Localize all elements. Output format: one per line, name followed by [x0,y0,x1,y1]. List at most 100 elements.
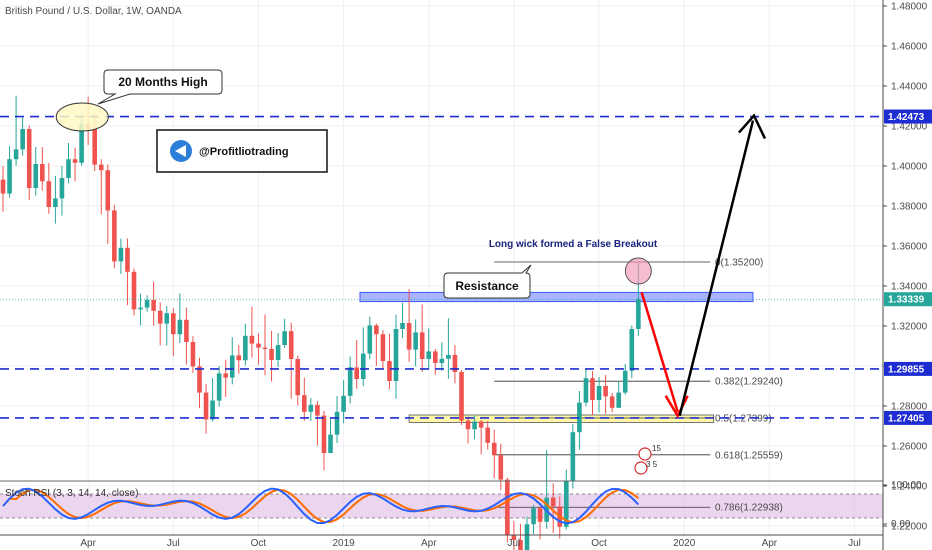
candle-body [46,181,52,207]
price-tick-label: 1.26000 [891,442,928,453]
candle [452,345,458,384]
candle-body [354,367,359,379]
zones [359,291,754,423]
candle [216,366,222,407]
candle [590,371,595,416]
candle [59,166,65,216]
time-tick-label: Jul [508,538,521,549]
candle-body [151,299,156,311]
candle [144,295,150,312]
candle [603,375,608,414]
candle [138,293,143,326]
stoch-tick-label: 0.00 [891,519,911,530]
candle-body [216,373,222,401]
candle-body [157,310,163,324]
candle-body [125,247,130,272]
candle-body [485,427,490,443]
candle [302,377,307,421]
stoch-tick-label: 100.00 [891,480,922,491]
price-axis-background [883,0,932,550]
candle-body [229,355,235,378]
candle-body [282,331,287,345]
candle-body [570,432,576,481]
candle-body [334,411,340,435]
candle-body [426,351,432,359]
candle [262,314,268,376]
candle [387,333,392,390]
down-arrow-line [640,292,679,413]
candle-body [190,342,196,367]
candle-body [197,366,202,393]
event-label: 15 [652,444,661,453]
candle [98,159,104,215]
candle [511,521,517,550]
price-tick-label: 1.32000 [891,322,928,333]
candle-body [393,329,399,381]
candle-body [341,395,346,412]
candle-body [347,367,353,396]
months-high-callout [97,69,223,105]
time-tick-label: Apr [80,538,96,549]
candle-body [223,373,228,378]
level-price-label: 1.27405 [888,413,925,424]
candle-body [92,129,97,165]
candle [177,293,183,343]
candle [269,330,274,382]
resistance-callout [443,264,532,299]
candle [354,340,359,389]
candle [13,95,19,166]
time-tick-label: Oct [591,538,607,549]
candle-body [531,508,536,525]
price-tick-label: 1.42000 [891,122,928,133]
candle [295,355,301,406]
candle-body [433,351,438,363]
annotations: 20 Months High @Profitliotrading Long wick… [55,69,767,475]
candle-body [118,247,124,262]
candle-body [360,353,366,379]
candle-body [295,359,301,396]
candle [419,304,425,372]
candle [433,349,438,375]
chart-title: British Pound / U.S. Dollar, 1W, OANDA [5,6,182,17]
candle-body [622,370,628,393]
candle-body [288,331,294,359]
candle-body [472,421,477,430]
candle-body [66,159,71,178]
stoch-k-line [2,487,640,525]
candle-body [13,149,19,160]
candle [446,318,451,379]
event-flag-icon [638,447,652,461]
candle-body [367,325,373,354]
price-tick-label: 1.28000 [891,402,928,413]
candle [112,204,117,269]
candle-body [380,334,386,361]
level-price-label: 1.29855 [888,364,925,375]
candle [334,396,340,443]
time-tick-label: 2019 [332,538,355,549]
stoch-rsi-lines: Stoch RSI (3, 3, 14, 14, close) [2,487,640,525]
level-price-tag [884,109,932,124]
up-arrow-line [678,120,755,417]
fib-label: 0.618(1.25559) [715,450,783,461]
candle [105,164,111,244]
level-price-label: 1.42473 [888,112,925,123]
candle [498,443,504,490]
candle-body [374,325,379,335]
candle-body [40,164,45,182]
candle [485,421,490,450]
candle-body [590,378,595,400]
candle-body [564,481,569,527]
candle-body [406,323,412,350]
candle [413,319,418,367]
candle [505,477,510,543]
candle [72,147,78,182]
candle [367,316,373,359]
candle [236,345,242,374]
candle [459,370,464,425]
candle-body [59,178,65,199]
candle-body [465,420,471,430]
candle-body [537,508,543,522]
event-flag-icon [634,461,648,475]
